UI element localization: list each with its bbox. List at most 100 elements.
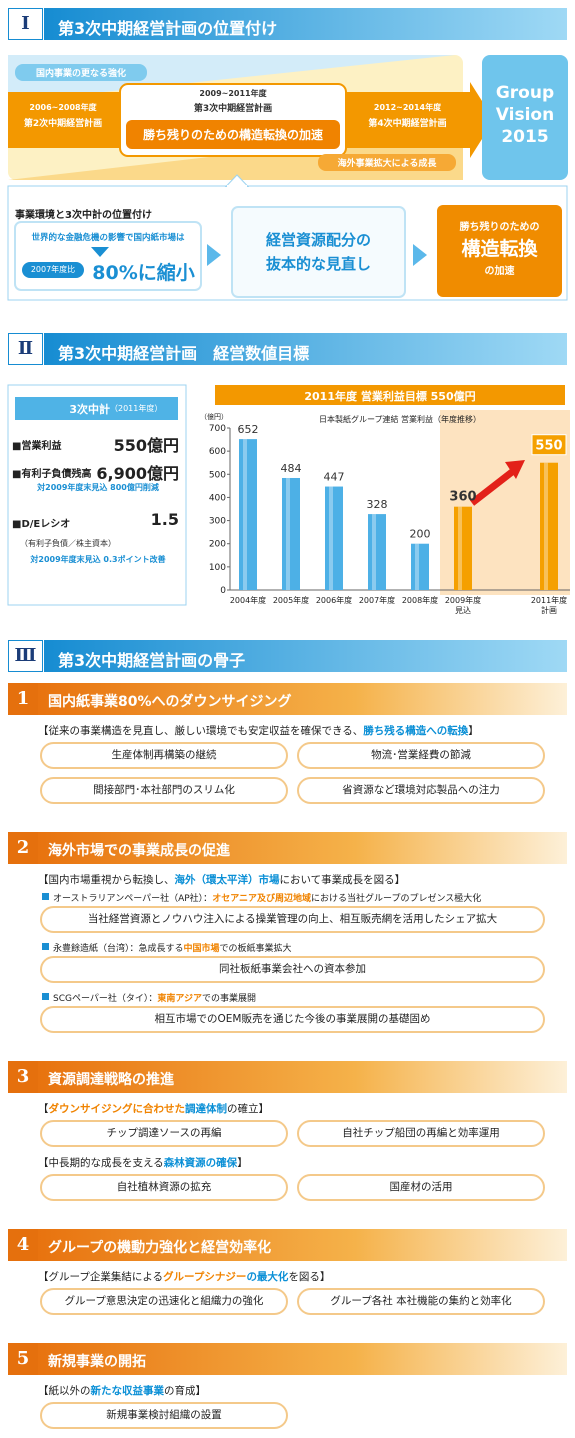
numeral-box bbox=[8, 640, 43, 672]
pill: 国産材の活用 bbox=[297, 1174, 545, 1201]
value-box bbox=[531, 434, 567, 456]
text-run: 勝ち残る構造への転換 bbox=[363, 725, 469, 737]
bar bbox=[325, 486, 343, 590]
bar-highlight bbox=[329, 486, 333, 590]
pill: 同社板紙事業会社への資本参加 bbox=[40, 956, 545, 983]
bullet-square bbox=[42, 893, 49, 900]
header-bar bbox=[44, 8, 567, 40]
overseas-label: 海外事業拡大による成長 bbox=[337, 159, 437, 169]
group-vision: Group Vision 2015 bbox=[495, 83, 555, 147]
plan-years: 2006~2008年度 bbox=[29, 103, 97, 112]
y-tick-label: 400 bbox=[209, 493, 226, 503]
pill: 自社植林資源の拡充 bbox=[40, 1174, 288, 1201]
text-run: 【従来の事業構造を見直し、厳しい環境でも安定収益を確保できる、 bbox=[38, 725, 364, 737]
resource-review: 経営資源配分の 抜本的な見直し bbox=[265, 231, 371, 273]
item-lead: 【グループ企業集結によるグループシナジーの最大化を図る】 bbox=[38, 1269, 568, 1284]
chart-subtitle: 日本製紙グループ連結 営業利益（年度推移） bbox=[318, 415, 482, 424]
item-bullet: SCGペーパー社（タイ）：東南アジアでの事業展開 bbox=[53, 991, 568, 1004]
plan-years: 2009~2011年度 bbox=[199, 89, 267, 98]
text-run: の育成】 bbox=[164, 1385, 206, 1397]
target-value: 1.5 bbox=[150, 510, 179, 529]
text-run: 海外（環太平洋）市場 bbox=[174, 874, 280, 886]
environment-badge: 2007年度比 bbox=[30, 265, 76, 274]
value-label: 652 bbox=[238, 423, 259, 436]
text-run: 【国内市場重視から転換し、 bbox=[38, 874, 175, 886]
bar bbox=[540, 462, 558, 590]
target-label: ■D/Eレシオ bbox=[12, 519, 71, 530]
text-run: を図る】 bbox=[288, 1271, 331, 1283]
item-bullet: 永豊餘造紙（台湾）：急成長する中国市場での板紙事業拡大 bbox=[53, 941, 568, 954]
x-tick-label: 2006年度 bbox=[315, 596, 353, 605]
y-tick-label: 200 bbox=[209, 540, 226, 550]
value-label: 360 bbox=[449, 490, 476, 505]
bar bbox=[239, 439, 257, 590]
x-tick-label: 2005年度 bbox=[272, 596, 310, 605]
value-label: 484 bbox=[281, 462, 302, 475]
y-tick-label: 600 bbox=[209, 447, 226, 457]
targets-period: （2011年度） bbox=[110, 404, 163, 413]
text-run: 【 bbox=[38, 1103, 49, 1115]
targets-title: 3次中計 bbox=[69, 403, 110, 416]
item-number: 3 bbox=[16, 1066, 30, 1087]
x-tick-label: 2011年度 計画 bbox=[530, 596, 568, 615]
value-label: 328 bbox=[367, 498, 388, 511]
domestic-label: 国内事業の更なる強化 bbox=[35, 69, 126, 79]
target-label: ■営業利益 bbox=[12, 441, 62, 452]
goal-line: 勝ち残りのための bbox=[459, 222, 540, 233]
text-run: 中国市場 bbox=[183, 944, 220, 954]
section-title: 第3次中期経営計画 経営数値目標 bbox=[58, 344, 310, 363]
text-run: の最大化 bbox=[246, 1271, 289, 1283]
pill: グループ各社 本社機能の集約と効率化 bbox=[297, 1288, 545, 1315]
value-label: 447 bbox=[324, 471, 345, 484]
text-run: における当社グループのプレゼンス極大化 bbox=[311, 894, 482, 904]
text-run: グループシナジー bbox=[163, 1271, 247, 1283]
item-lead: 【従来の事業構造を見直し、厳しい環境でも安定収益を確保できる、勝ち残る構造への転… bbox=[38, 723, 568, 738]
environment-diagram bbox=[7, 174, 568, 301]
header-bar bbox=[44, 333, 567, 365]
goal-line: 構造転換 bbox=[461, 238, 538, 260]
pill: チップ調達ソースの再編 bbox=[40, 1120, 288, 1147]
plan-name: 第3次中期経営計画 bbox=[193, 104, 273, 114]
item-number-box bbox=[8, 1343, 38, 1375]
text-run: 永豊餘造紙（台湾）：急成長する bbox=[53, 944, 184, 954]
item-number: 4 bbox=[16, 1234, 30, 1255]
pill: 間接部門･本社部門のスリム化 bbox=[40, 777, 288, 804]
item-title: 国内紙事業80%へのダウンサイジング bbox=[48, 694, 292, 710]
section-title: 第3次中期経営計画の骨子 bbox=[58, 651, 246, 670]
text-run: において事業成長を図る】 bbox=[279, 874, 406, 886]
text-run: 】 bbox=[468, 725, 479, 737]
environment-result: 80%に縮小 bbox=[92, 262, 195, 284]
environment-title: 事業環境と3次中計の位置付け bbox=[15, 210, 152, 221]
pill: 自社チップ船団の再編と効率運用 bbox=[297, 1120, 545, 1147]
x-tick-label: 2007年度 bbox=[358, 596, 396, 605]
text-run: での板紙事業拡大 bbox=[219, 944, 292, 954]
item-lead: 【中長期的な成長を支える森林資源の確保】 bbox=[38, 1155, 568, 1170]
text-run: ダウンサイジングに合わせた bbox=[48, 1103, 186, 1115]
pill: 新規事業検討組織の設置 bbox=[40, 1402, 288, 1429]
pill: 生産体制再構築の継続 bbox=[40, 742, 288, 769]
bar bbox=[454, 506, 472, 590]
pill: グループ意思決定の迅速化と組織力の強化 bbox=[40, 1288, 288, 1315]
item-bullet: オーストラリアンペーパー社（AP社）：オセアニア及び周辺地域における当社グループ… bbox=[53, 891, 568, 904]
pill: 相互市場でのOEM販売を通じた今後の事業展開の基礎固め bbox=[40, 1006, 545, 1033]
x-tick-label: 2008年度 bbox=[401, 596, 439, 605]
current-theme: 勝ち残りのための構造転換の加速 bbox=[142, 128, 323, 142]
item-header-bar bbox=[38, 1229, 567, 1261]
bar-highlight bbox=[286, 477, 290, 590]
y-unit: （億円） bbox=[200, 413, 228, 421]
pill: 省資源など環境対応製品への注力 bbox=[297, 777, 545, 804]
bar-highlight bbox=[458, 506, 462, 590]
x-tick-label: 2009年度 見込 bbox=[444, 596, 482, 615]
item-number-box bbox=[8, 832, 38, 864]
text-run: 【紙以外の bbox=[38, 1385, 91, 1397]
target-detail: （有利子負債／株主資本） bbox=[20, 539, 116, 548]
text-run: 東南アジア bbox=[157, 994, 203, 1004]
item-number: 5 bbox=[16, 1348, 30, 1369]
bullet-square bbox=[42, 943, 49, 950]
item-number-box bbox=[8, 1061, 38, 1093]
text-run: 【グループ企業集結による bbox=[38, 1271, 164, 1283]
item-header-bar bbox=[38, 683, 567, 715]
numeral-box bbox=[8, 8, 43, 40]
